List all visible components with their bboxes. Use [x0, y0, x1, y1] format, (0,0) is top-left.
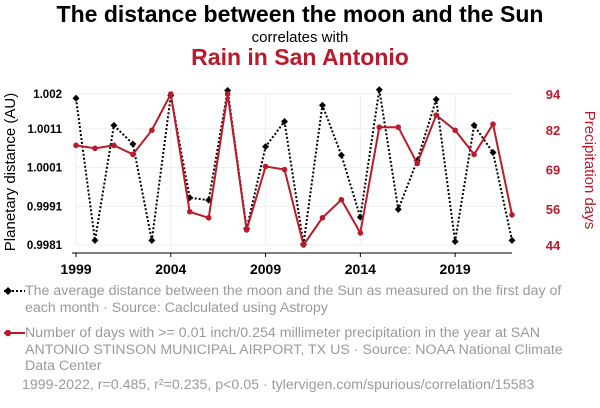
data-point-precipitation — [319, 215, 326, 221]
data-point-precipitation — [300, 242, 307, 248]
y-left-tick-label: 0.9981 — [27, 240, 63, 252]
data-point-precipitation — [414, 160, 421, 167]
data-point-precipitation — [433, 112, 439, 118]
x-tick-label: 2019 — [440, 261, 471, 277]
x-axis: 1999 2004 2009 2014 2019 — [60, 252, 512, 277]
data-point-distance — [451, 238, 459, 246]
data-point-precipitation — [205, 215, 212, 221]
data-point-precipitation — [149, 127, 155, 134]
data-point-distance — [91, 236, 99, 244]
y-left-axis-title: Planetary distance (AU) — [2, 93, 19, 251]
data-point-precipitation — [111, 142, 117, 149]
data-point-distance — [508, 236, 516, 244]
series-precipitation-days — [73, 90, 515, 248]
x-tick-label: 2009 — [250, 261, 281, 277]
chart-title-secondary: Rain in San Antonio — [191, 44, 409, 70]
y-axis-right: 44 56 69 82 94 Precipitation days — [546, 87, 598, 253]
data-point-precipitation — [224, 91, 231, 97]
data-point-distance — [281, 117, 289, 125]
y-right-tick-label: 44 — [546, 238, 561, 253]
data-point-precipitation — [509, 212, 515, 218]
data-point-distance — [394, 205, 402, 213]
y-right-tick-label: 94 — [546, 87, 561, 102]
legend-swatch-distance — [4, 287, 25, 295]
chart-title: The distance between the moon and the Su… — [56, 1, 544, 27]
grid-lines — [75, 93, 512, 246]
data-point-distance — [489, 148, 497, 156]
y-left-tick-label: 1.002 — [33, 89, 62, 101]
x-tick-label: 2004 — [155, 261, 186, 277]
data-point-precipitation — [471, 151, 477, 158]
series-line-distance — [75, 89, 513, 245]
data-point-precipitation — [376, 124, 383, 131]
data-point-precipitation — [395, 124, 402, 131]
data-point-distance — [337, 151, 345, 159]
chart-subtitle: correlates with — [251, 29, 349, 46]
data-point-precipitation — [338, 196, 345, 203]
data-point-precipitation — [243, 227, 250, 233]
y-left-tick-label: 1.0001 — [27, 163, 63, 175]
series-moon-sun-distance — [72, 86, 516, 248]
data-point-precipitation — [357, 230, 364, 236]
data-point-precipitation — [262, 163, 269, 170]
data-point-distance — [129, 140, 137, 148]
legend-label-precipitation: Number of days with >= 0.01 inch/0.254 m… — [25, 325, 563, 374]
data-point-distance — [148, 236, 156, 244]
data-point-distance — [72, 94, 80, 102]
data-point-precipitation — [73, 142, 79, 149]
data-point-precipitation — [92, 145, 98, 152]
data-point-precipitation — [186, 208, 193, 215]
data-point-distance — [318, 101, 326, 109]
y-right-tick-label: 56 — [546, 202, 560, 217]
data-point-precipitation — [452, 127, 458, 134]
data-point-precipitation — [490, 121, 496, 127]
y-left-tick-label: 1.0011 — [27, 124, 62, 136]
legend-item-distance: The average distance between the moon an… — [4, 283, 596, 316]
footer-stats: 1999-2022, r=0.485, r²=0.235, p<0.05 · t… — [22, 377, 535, 393]
data-point-distance — [432, 95, 440, 103]
series-line-precipitation — [75, 90, 513, 248]
data-point-precipitation — [281, 166, 288, 173]
y-left-tick-label: 0.9991 — [27, 201, 63, 213]
data-point-precipitation — [167, 91, 174, 97]
y-right-tick-label: 82 — [546, 123, 560, 138]
legend-label-distance: The average distance between the moon an… — [25, 283, 562, 316]
legend-item-precipitation: Number of days with >= 0.01 inch/0.254 m… — [4, 325, 596, 375]
data-point-precipitation — [130, 151, 136, 158]
x-tick-label: 2014 — [345, 261, 376, 277]
x-tick-label: 1999 — [60, 261, 91, 277]
data-point-distance — [110, 121, 118, 129]
y-right-tick-label: 69 — [546, 163, 560, 178]
legend-swatch-precipitation — [4, 329, 25, 337]
data-point-distance — [470, 121, 478, 129]
y-right-axis-title: Precipitation days — [581, 111, 598, 229]
y-axis-left: 0.9981 0.9991 1.0001 1.0011 1.002 Planetary d… — [2, 89, 63, 252]
data-point-distance — [375, 86, 383, 94]
data-point-distance — [262, 143, 270, 151]
